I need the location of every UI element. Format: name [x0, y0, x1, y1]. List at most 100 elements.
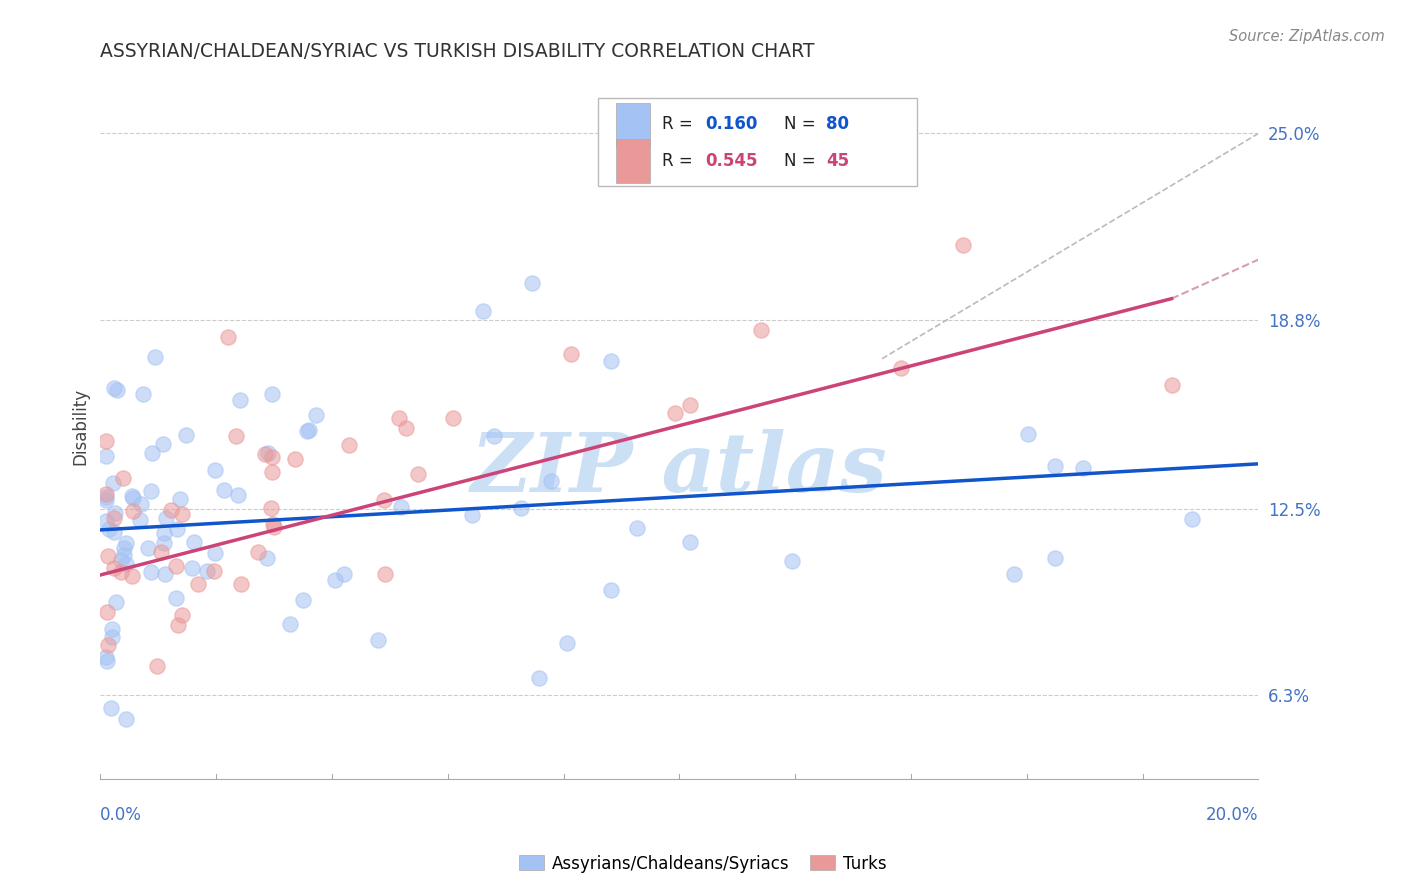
Point: [98, 522, 121, 536]
Point: [278, 617, 301, 632]
Point: [94, 487, 117, 501]
Text: ASSYRIAN/CHALDEAN/SYRIAC VS TURKISH DISABILITY CORRELATION CHART: ASSYRIAN/CHALDEAN/SYRIAC VS TURKISH DISA…: [100, 42, 815, 61]
Point: [305, 408, 328, 422]
Point: [889, 361, 911, 376]
Point: [136, 541, 159, 556]
Point: [96, 605, 118, 619]
Point: [121, 569, 143, 583]
Y-axis label: Disability: Disability: [72, 388, 89, 465]
Text: ZIP atlas: ZIP atlas: [471, 429, 887, 508]
Point: [284, 451, 307, 466]
Point: [1071, 460, 1094, 475]
Point: [141, 446, 163, 460]
Point: [94, 450, 117, 464]
Point: [260, 466, 283, 480]
Point: [295, 424, 318, 438]
Point: [214, 483, 236, 498]
Point: [165, 591, 187, 605]
Point: [226, 488, 249, 502]
Point: [555, 636, 578, 650]
Point: [1181, 511, 1204, 525]
Point: [115, 536, 138, 550]
Text: N =: N =: [783, 115, 821, 134]
Point: [253, 447, 276, 461]
Point: [229, 577, 252, 591]
Point: [204, 463, 226, 477]
Point: [180, 561, 202, 575]
Point: [679, 399, 702, 413]
Point: [1017, 427, 1039, 442]
Point: [105, 384, 128, 398]
Point: [170, 507, 193, 521]
Point: [100, 701, 122, 715]
Point: [131, 387, 153, 401]
Point: [263, 520, 285, 534]
Point: [101, 622, 124, 636]
Text: 0.545: 0.545: [704, 152, 758, 169]
Point: [599, 354, 621, 368]
Point: [217, 329, 239, 343]
Point: [166, 617, 188, 632]
Point: [461, 508, 484, 523]
Point: [103, 525, 125, 540]
Point: [333, 567, 356, 582]
Point: [1160, 378, 1182, 392]
Text: 20.0%: 20.0%: [1206, 806, 1258, 824]
Point: [122, 491, 145, 506]
Point: [153, 525, 176, 540]
Point: [111, 471, 134, 485]
Point: [172, 607, 194, 622]
Point: [150, 545, 173, 559]
Point: [664, 407, 686, 421]
Point: [406, 467, 429, 481]
Point: [114, 557, 136, 571]
Point: [104, 595, 127, 609]
Bar: [616, 139, 651, 183]
Point: [257, 445, 280, 459]
Bar: [616, 103, 651, 146]
Point: [143, 350, 166, 364]
Point: [94, 434, 117, 449]
Point: [174, 427, 197, 442]
Point: [129, 497, 152, 511]
Point: [247, 545, 270, 559]
FancyBboxPatch shape: [599, 98, 917, 186]
Point: [141, 483, 163, 498]
Point: [262, 386, 284, 401]
Point: [139, 566, 162, 580]
Point: [121, 489, 143, 503]
Point: [395, 421, 418, 435]
Point: [110, 552, 132, 566]
Point: [155, 566, 177, 581]
Point: [472, 303, 495, 318]
Point: [540, 474, 562, 488]
Text: 80: 80: [827, 115, 849, 134]
Point: [159, 502, 181, 516]
Point: [97, 549, 120, 563]
Point: [121, 504, 143, 518]
Text: N =: N =: [783, 152, 821, 169]
Point: [388, 411, 411, 425]
Point: [600, 582, 623, 597]
Point: [256, 551, 278, 566]
Point: [155, 511, 177, 525]
Point: [373, 493, 395, 508]
Point: [626, 521, 648, 535]
Point: [96, 654, 118, 668]
Point: [195, 564, 218, 578]
Point: [187, 576, 209, 591]
Point: [204, 546, 226, 560]
Point: [152, 536, 174, 550]
Point: [103, 381, 125, 395]
Point: [94, 650, 117, 665]
Point: [260, 450, 283, 465]
Point: [260, 501, 283, 516]
Point: [183, 535, 205, 549]
Point: [103, 507, 125, 521]
Text: Source: ZipAtlas.com: Source: ZipAtlas.com: [1229, 29, 1385, 44]
Point: [202, 564, 225, 578]
Point: [1043, 551, 1066, 566]
Point: [101, 630, 124, 644]
Point: [103, 511, 125, 525]
Point: [780, 554, 803, 568]
